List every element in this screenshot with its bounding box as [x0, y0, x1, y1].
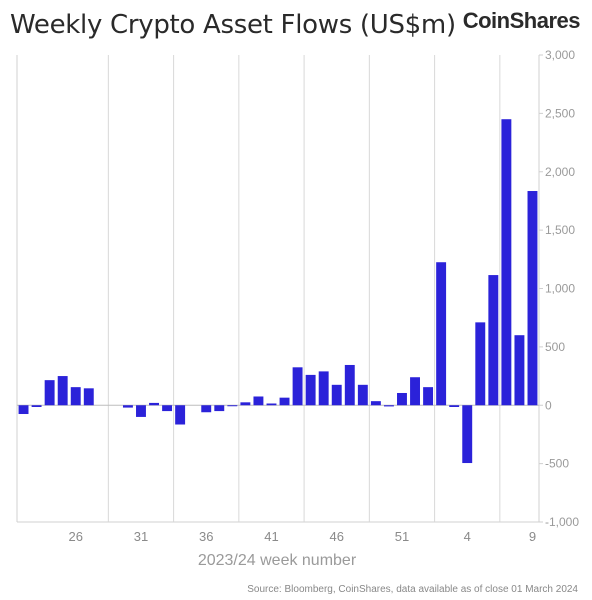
bar-week-22: [18, 405, 29, 415]
y-tick-label: 2,500: [545, 106, 575, 120]
bar-week-6: [488, 275, 499, 406]
bar-week-30: [122, 405, 133, 408]
y-tick-label: 2,000: [545, 165, 575, 179]
x-axis-title: 2023/24 week number: [198, 552, 357, 569]
bar-week-33: [162, 405, 173, 412]
bar-week-31: [136, 405, 146, 417]
bar-week-38: [227, 405, 238, 407]
bar-week-40: [253, 396, 264, 406]
chart-title: Weekly Crypto Asset Flows (US$m): [10, 10, 456, 40]
bar-week-43: [292, 367, 303, 406]
bar-week-51: [397, 392, 407, 406]
bar-week-32: [149, 402, 159, 406]
bars: [18, 119, 538, 464]
bar-week-23: [31, 405, 42, 407]
bar-week-27: [83, 388, 94, 406]
x-tick-label: 46: [329, 529, 343, 544]
bar-week-34: [175, 405, 186, 425]
bar-week-46: [331, 384, 342, 406]
bar-week-7: [501, 119, 512, 406]
bar-week-25: [57, 376, 68, 406]
x-tick-label: 36: [199, 529, 213, 544]
bar-week-50: [383, 405, 394, 407]
bar-week-1: [423, 387, 434, 406]
x-tick-label: 51: [395, 529, 409, 544]
y-tick-label: -1,000: [545, 515, 579, 529]
y-tick-label: 0: [545, 398, 552, 412]
bar-week-2: [436, 262, 447, 406]
bar-week-45: [318, 371, 329, 406]
coinshares-logo: CoinShares: [462, 8, 581, 33]
x-tick-label: 26: [68, 529, 82, 544]
y-tick-label: 500: [545, 340, 565, 354]
y-axis: 3,000 2,500 2,000 1,500 1,000 500 0 -500 -1,000: [539, 48, 579, 529]
y-tick-label: -500: [545, 457, 569, 471]
gridlines: [16, 55, 540, 523]
bar-week-42: [279, 397, 290, 406]
x-tick-label: 31: [134, 529, 148, 544]
bar-week-9: [527, 191, 538, 406]
bar-week-8: [514, 335, 525, 406]
bar-week-36: [201, 405, 212, 413]
bar-week-37: [214, 405, 225, 412]
bar-week-41: [266, 403, 277, 406]
bar-week-3: [449, 405, 460, 407]
y-tick-label: 3,000: [545, 48, 575, 62]
bar-week-24: [44, 380, 55, 406]
y-tick-label: 1,500: [545, 223, 575, 237]
bar-week-48: [357, 384, 368, 406]
x-tick-label: 9: [529, 529, 536, 544]
bar-week-47: [344, 364, 355, 406]
bar-week-26: [70, 387, 81, 406]
bar-week-49: [370, 401, 381, 406]
x-tick-label: 41: [264, 529, 278, 544]
bar-week-52: [410, 377, 420, 406]
bar-week-4: [462, 405, 473, 464]
bar-week-5: [475, 322, 486, 406]
y-tick-label: 1,000: [545, 282, 575, 296]
source-note: Source: Bloomberg, CoinShares, data avai…: [247, 584, 578, 595]
x-tick-label: 4: [464, 529, 471, 544]
x-axis: 26 31 36 41 46 51 4 9 2023/24 week number: [68, 529, 536, 569]
bar-week-44: [305, 374, 316, 406]
bar-week-39: [240, 402, 251, 406]
